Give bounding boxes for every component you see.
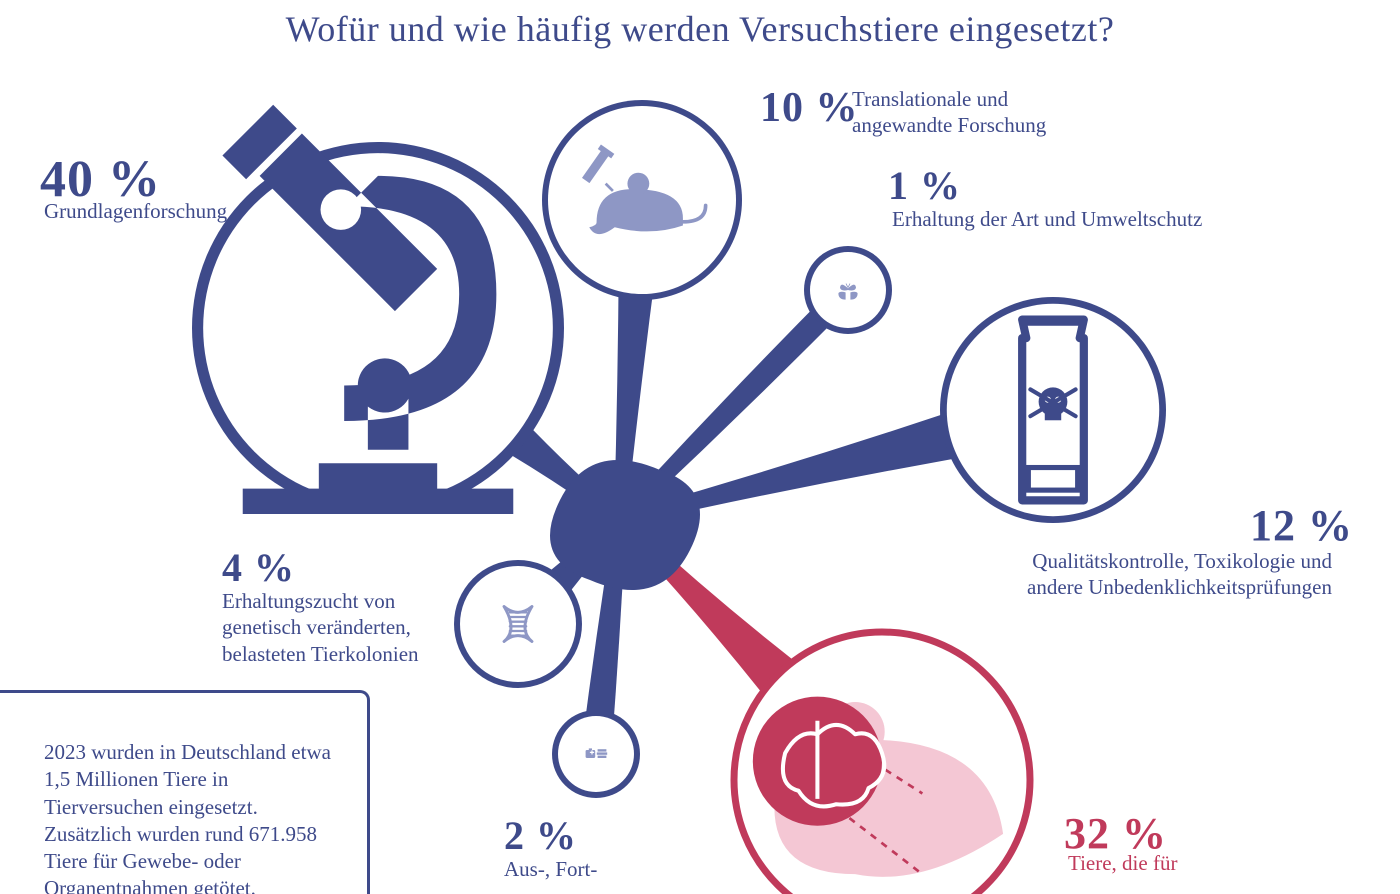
pct-toxicology: 12 %: [1250, 500, 1353, 551]
label-conservation: Erhaltung der Art und Umweltschutz: [892, 206, 1312, 232]
pct-education: 2 %: [504, 812, 577, 859]
label-basic: Grundlagenforschung: [44, 198, 324, 224]
info-box: 2023 wurden in Deutschland etwa 1,5 Mill…: [0, 690, 370, 894]
label-toxicology: Qualitätskontrolle, Toxikologie undander…: [1012, 548, 1332, 601]
pct-breeding: 4 %: [222, 544, 295, 591]
bubble-education: [558, 716, 634, 792]
pct-translational: 10 %: [760, 84, 859, 132]
label-education: Aus-, Fort-: [504, 856, 704, 882]
label-tissue: Tiere, die für: [1068, 850, 1368, 876]
label-translational: Translationale undangewandte Forschung: [852, 86, 1172, 139]
label-breeding: Erhaltungszucht vongenetisch veränderten…: [222, 588, 482, 667]
pct-conservation: 1 %: [888, 162, 961, 209]
info-box-text: 2023 wurden in Deutschland etwa 1,5 Mill…: [44, 739, 343, 894]
